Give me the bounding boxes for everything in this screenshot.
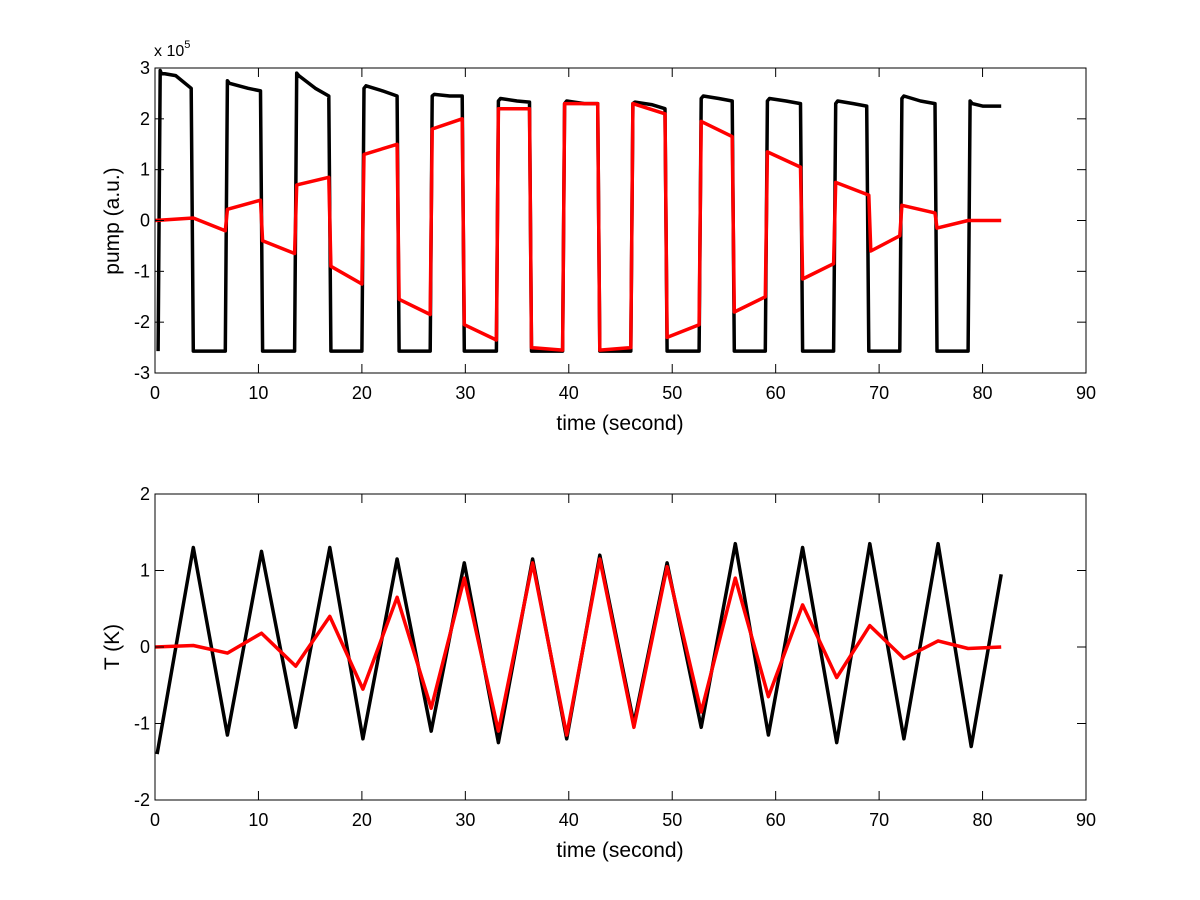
temperature-y-tick-label: -1 [134,714,150,734]
pump-plot: 0 10 20 30 40 50 60 70 80 90 -3 -2 -1 0 1 2 3 x 105 time… [101,39,1096,435]
pump-series-layer [154,68,1002,353]
temperature-x-tick-label: 20 [352,810,372,830]
pump-x-tick-label: 10 [248,383,268,403]
temperature-x-tick-label: 90 [1076,810,1096,830]
temperature-x-tick-label: 0 [150,810,160,830]
pump-x-axis-label: time (second) [556,412,683,435]
pump-x-tick-label: 40 [559,383,579,403]
pump-exponent-label: x 105 [154,39,190,60]
pump-series-line-1 [156,68,1002,353]
temperature-x-tick-label: 70 [869,810,889,830]
pump-y-tick-label: 1 [140,160,150,180]
pump-y-axis-label: pump (a.u.) [101,167,124,274]
temperature-x-tick-label: 30 [455,810,475,830]
temperature-y-tick-label: 0 [140,637,150,657]
pump-x-tick-label: 0 [150,383,160,403]
temperature-y-tick-label: 1 [140,561,150,581]
pump-y-tick-label: 0 [140,211,150,231]
temperature-series-line-2 [154,557,1002,737]
pump-x-tick-label: 90 [1076,383,1096,403]
pump-y-tick-label: -3 [134,363,150,383]
temperature-x-axis-label: time (second) [556,839,683,862]
pump-x-tick-label: 70 [869,383,889,403]
temperature-ticks: 0 10 20 30 40 50 60 70 80 90 -2 -1 0 1 2 [134,484,1096,830]
temperature-y-tick-label: -2 [134,790,150,810]
temperature-x-tick-label: 10 [248,810,268,830]
pump-y-tick-label: -2 [134,312,150,332]
pump-y-tick-label: 3 [140,58,150,78]
temperature-plot: 0 10 20 30 40 50 60 70 80 90 -2 -1 0 1 2 time (second)… [101,484,1096,862]
temperature-y-axis-label: T (K) [101,624,124,670]
temperature-x-tick-label: 60 [766,810,786,830]
pump-exponent-power: 5 [184,39,190,51]
temperature-x-tick-label: 80 [973,810,993,830]
pump-exponent-base: x 10 [154,43,184,60]
pump-x-tick-label: 20 [352,383,372,403]
temperature-x-tick-label: 40 [559,810,579,830]
pump-y-tick-label: 2 [140,109,150,129]
pump-ticks: 0 10 20 30 40 50 60 70 80 90 -3 -2 -1 0 1 2 3 [134,58,1096,403]
pump-x-tick-label: 30 [455,383,475,403]
pump-series-line-2 [154,101,1002,352]
pump-x-tick-label: 60 [766,383,786,403]
temperature-series-layer [154,541,1003,755]
pump-y-tick-label: -1 [134,261,150,281]
temperature-x-tick-label: 50 [662,810,682,830]
pump-x-tick-label: 80 [973,383,993,403]
pump-x-tick-label: 50 [662,383,682,403]
temperature-y-tick-label: 2 [140,484,150,504]
